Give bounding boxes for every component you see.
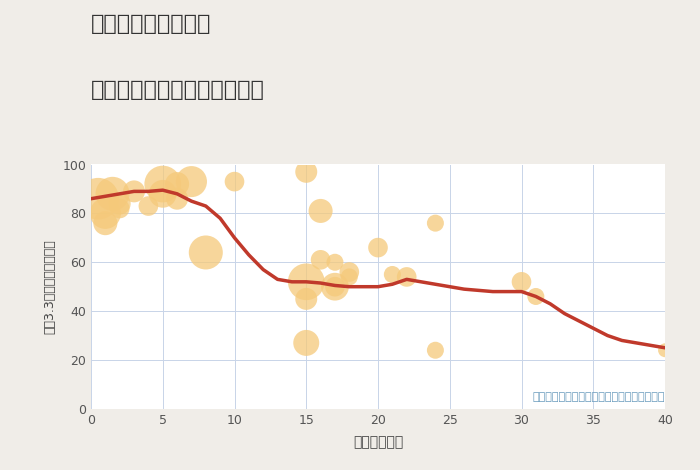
Point xyxy=(430,346,441,354)
Point xyxy=(143,202,154,210)
Text: 築年数別中古マンション価格: 築年数別中古マンション価格 xyxy=(91,80,265,100)
Point xyxy=(157,190,169,197)
Point xyxy=(430,219,441,227)
Text: 三重県桑名市城山台: 三重県桑名市城山台 xyxy=(91,14,211,34)
Point xyxy=(172,195,183,203)
Text: 円の大きさは、取引のあった物件面積を示す: 円の大きさは、取引のあった物件面積を示す xyxy=(533,392,665,401)
Point xyxy=(114,200,125,207)
Point xyxy=(186,178,197,185)
X-axis label: 築年数（年）: 築年数（年） xyxy=(353,435,403,449)
Point xyxy=(172,180,183,188)
Point xyxy=(330,258,341,266)
Point xyxy=(401,273,412,281)
Point xyxy=(516,278,527,286)
Point xyxy=(344,268,355,276)
Point xyxy=(659,346,671,354)
Point xyxy=(200,249,211,256)
Point xyxy=(301,278,312,286)
Point xyxy=(92,195,104,203)
Point xyxy=(114,205,125,212)
Point xyxy=(301,339,312,347)
Point xyxy=(107,190,118,197)
Point xyxy=(99,210,111,217)
Point xyxy=(372,244,384,251)
Point xyxy=(315,256,326,264)
Y-axis label: 平（3.3㎡）単価（万円）: 平（3.3㎡）単価（万円） xyxy=(43,239,57,334)
Point xyxy=(344,273,355,281)
Point xyxy=(129,188,140,195)
Point xyxy=(301,295,312,303)
Point xyxy=(330,283,341,290)
Point xyxy=(531,293,542,300)
Point xyxy=(157,180,169,188)
Point xyxy=(301,168,312,176)
Point xyxy=(229,178,240,185)
Point xyxy=(99,219,111,227)
Point xyxy=(386,271,398,278)
Point xyxy=(315,207,326,215)
Point xyxy=(330,283,341,290)
